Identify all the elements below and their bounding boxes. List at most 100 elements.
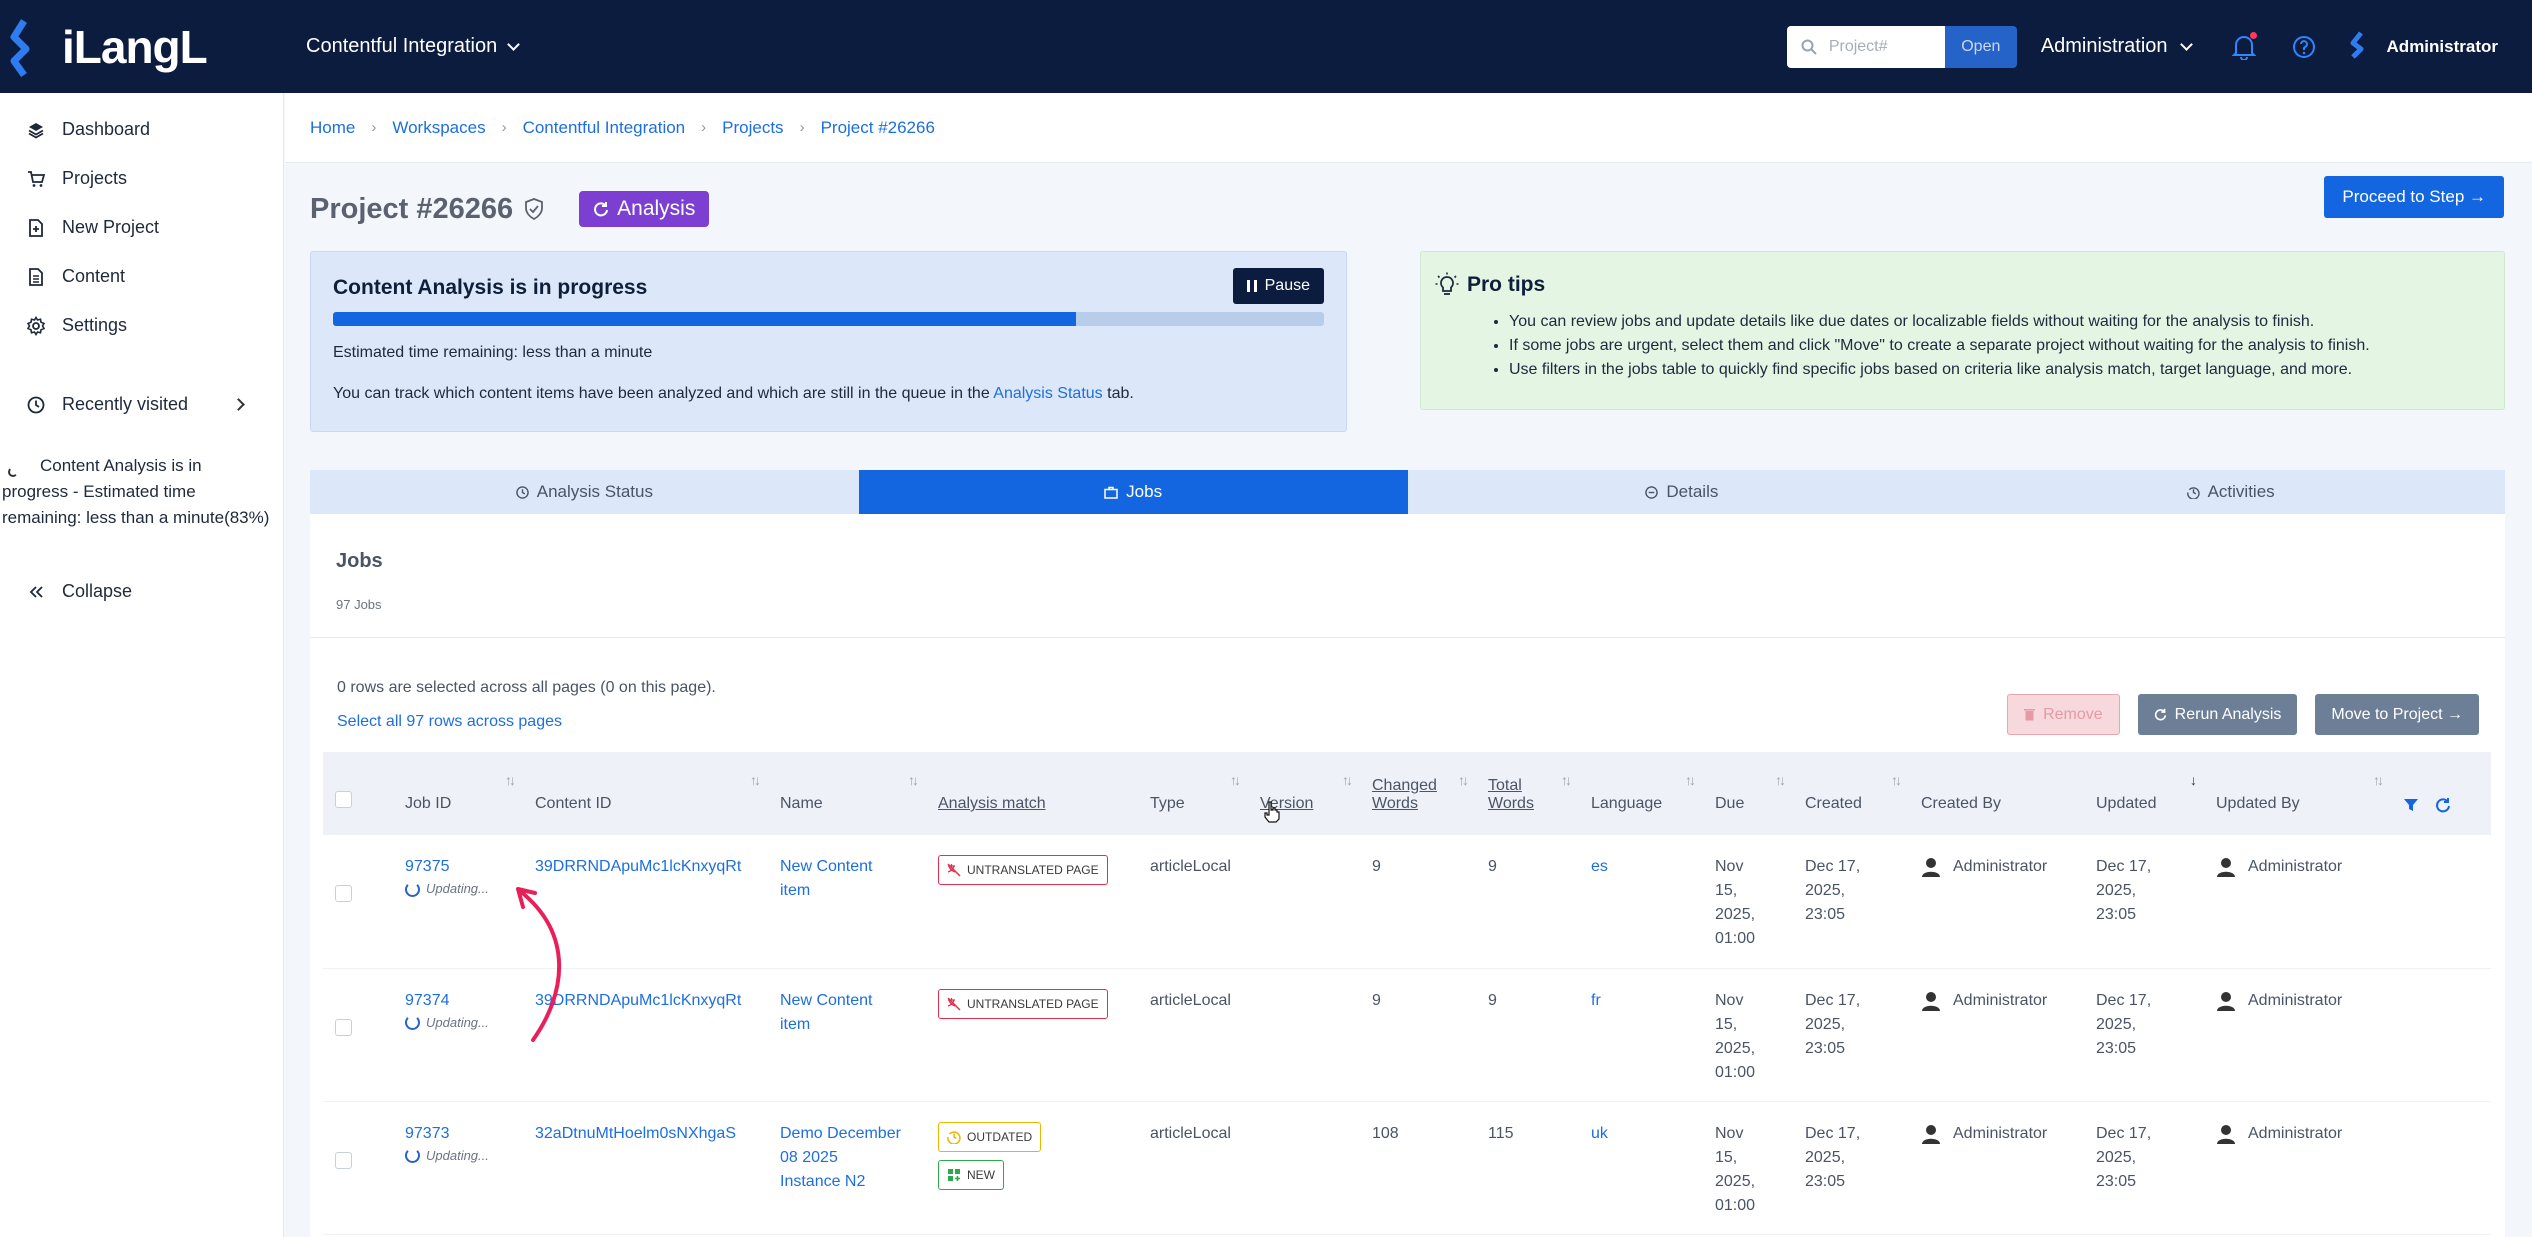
job-id-cell: 97375 Updating... — [393, 835, 523, 969]
rerun-analysis-button[interactable]: Rerun Analysis — [2137, 694, 2298, 735]
move-to-project-button[interactable]: Move to Project → — [2315, 694, 2479, 735]
sort-icon[interactable]: ↑↓ — [908, 772, 919, 788]
type-cell: articleLocal — [1138, 1101, 1248, 1235]
column-name[interactable]: Name ↑↓ — [768, 752, 926, 835]
select-all-rows-link[interactable]: Select all 97 rows across pages — [337, 713, 562, 730]
language-link[interactable]: es — [1591, 858, 1608, 875]
pause-icon — [1246, 280, 1257, 292]
name-link[interactable]: New Content item — [780, 992, 873, 1033]
column-total-words[interactable]: Total Words ↑↓ — [1476, 752, 1579, 835]
column-created[interactable]: Created ↑↓ — [1793, 752, 1909, 835]
tab-jobs[interactable]: Jobs — [858, 470, 1408, 514]
row-checkbox[interactable] — [335, 885, 352, 902]
language-cell: fr — [1579, 968, 1703, 1102]
column-due[interactable]: Due ↑↓ — [1703, 752, 1793, 835]
column-language[interactable]: Language ↑↓ — [1579, 752, 1703, 835]
sort-desc-icon[interactable]: ↓ — [2190, 772, 2197, 788]
track-info: You can track which content items have b… — [333, 385, 1134, 403]
analysis-status-link[interactable]: Analysis Status — [993, 385, 1103, 402]
column-label: Job ID — [405, 795, 452, 812]
content-id-link[interactable]: 32aDtnuMtHoelm0sNXhgaS — [535, 1124, 736, 1142]
breadcrumb-home[interactable]: Home — [310, 117, 356, 137]
sidebar-item-dashboard[interactable]: Dashboard — [0, 105, 283, 154]
job-id-link[interactable]: 97374 — [405, 991, 450, 1009]
help-button[interactable] — [2287, 30, 2321, 64]
tab-analysis-status[interactable]: Analysis Status — [310, 470, 859, 514]
due-line: 15, — [1715, 1015, 1738, 1033]
remove-button[interactable]: Remove — [2007, 694, 2120, 735]
version-cell — [1248, 968, 1360, 1102]
administration-menu[interactable]: Administration — [2041, 35, 2193, 58]
tab-activities[interactable]: Activities — [1956, 470, 2505, 514]
filter-icon[interactable] — [2403, 797, 2419, 813]
updating-label: Updating... — [426, 1147, 489, 1163]
select-all-checkbox[interactable] — [335, 791, 352, 808]
row-checkbox[interactable] — [335, 1151, 352, 1169]
sort-icon[interactable]: ↑↓ — [1458, 772, 1469, 788]
sort-icon[interactable]: ↑↓ — [1561, 772, 1572, 788]
jobs-actions: Remove Rerun Analysis Move to Project → — [2007, 694, 2479, 735]
due-line: 2025, — [1715, 1172, 1756, 1190]
select-all-header — [323, 752, 393, 835]
column-label: Analysis match — [938, 795, 1046, 812]
sort-icon[interactable]: ↑↓ — [750, 772, 761, 788]
breadcrumb-separator-icon: › — [799, 119, 805, 136]
name-link[interactable]: New Content item — [780, 858, 873, 899]
no-translate-icon — [947, 863, 961, 877]
breadcrumb-projects[interactable]: Projects — [722, 117, 784, 137]
column-updated[interactable]: Updated ↓ — [2084, 752, 2204, 835]
created-by-cell: Administrator — [1909, 968, 2084, 1102]
column-label: Total — [1488, 777, 1522, 794]
created-by-cell: Administrator — [1909, 1101, 2084, 1235]
sidebar-item-projects[interactable]: Projects — [0, 154, 283, 203]
proceed-to-step-button[interactable]: Proceed to Step → — [2324, 176, 2504, 218]
breadcrumb-project[interactable]: Project #26266 — [820, 117, 935, 137]
user-menu[interactable]: Administrator — [2347, 30, 2498, 63]
double-chevron-left-icon — [26, 582, 46, 602]
created-cell: Dec 17, 2025, 23:05 — [1793, 1101, 1909, 1235]
refresh-icon[interactable] — [2435, 797, 2451, 813]
workspace-switcher[interactable]: Contentful Integration — [306, 35, 521, 58]
breadcrumb-workspace[interactable]: Contentful Integration — [522, 117, 686, 137]
sidebar-item-new-project[interactable]: New Project — [0, 203, 283, 252]
tab-details[interactable]: Details — [1408, 470, 1957, 514]
column-updated-by[interactable]: Updated By ↑↓ — [2204, 752, 2391, 835]
sort-icon[interactable]: ↑↓ — [1775, 772, 1786, 788]
sort-icon[interactable]: ↑↓ — [1342, 772, 1353, 788]
job-id-link[interactable]: 97375 — [405, 858, 450, 875]
logo[interactable]: iLangL — [0, 0, 284, 93]
sort-icon[interactable]: ↑↓ — [505, 772, 516, 788]
language-link[interactable]: fr — [1591, 991, 1601, 1009]
sidebar-collapse-button[interactable]: Collapse — [0, 567, 283, 616]
sort-icon[interactable]: ↑↓ — [1685, 772, 1696, 788]
new-item-icon — [948, 1168, 960, 1181]
name-link[interactable]: Demo December 08 2025 Instance N2 — [780, 1125, 901, 1190]
project-number-input[interactable] — [1828, 37, 1939, 56]
sort-icon[interactable]: ↑↓ — [1891, 772, 1902, 788]
job-id-link[interactable]: 97373 — [405, 1124, 450, 1142]
content-id-link[interactable]: 39DRRNDApuMc1lcKnxyqRt — [535, 858, 742, 875]
column-created-by[interactable]: Created By — [1909, 752, 2084, 835]
created-line: 23:05 — [1805, 906, 1846, 923]
sort-icon[interactable]: ↑↓ — [2373, 772, 2384, 788]
tools-cell — [2391, 968, 2491, 1102]
updating-label: Updating... — [426, 881, 489, 896]
pause-button[interactable]: Pause — [1232, 268, 1324, 304]
sidebar-item-settings[interactable]: Settings — [0, 301, 283, 350]
column-changed-words[interactable]: Changed Words ↑↓ — [1360, 752, 1476, 835]
open-project-button[interactable]: Open — [1944, 25, 2017, 68]
sort-icon[interactable]: ↑↓ — [1230, 772, 1241, 788]
column-type[interactable]: Type ↑↓ — [1138, 752, 1248, 835]
row-checkbox[interactable] — [335, 1018, 352, 1036]
breadcrumb-workspaces[interactable]: Workspaces — [392, 117, 486, 137]
column-analysis-match[interactable]: Analysis match — [926, 752, 1138, 835]
notifications-button[interactable] — [2227, 30, 2261, 64]
column-content-id[interactable]: Content ID ↑↓ — [523, 752, 768, 835]
content-id-link[interactable]: 39DRRNDApuMc1lcKnxyqRt — [535, 991, 742, 1009]
created-line: Dec 17, — [1805, 1124, 1861, 1142]
column-job-id[interactable]: Job ID ↑↓ — [393, 752, 523, 835]
sidebar-item-recently-visited[interactable]: Recently visited — [0, 380, 283, 429]
language-link[interactable]: uk — [1591, 1124, 1608, 1142]
name-line: item — [780, 1015, 811, 1033]
sidebar-item-content[interactable]: Content — [0, 252, 283, 301]
